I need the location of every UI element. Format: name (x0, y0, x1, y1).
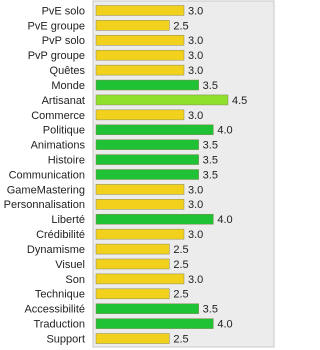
value-label: 2.5 (173, 259, 188, 271)
bar (95, 79, 199, 91)
category-label: Support (46, 333, 85, 345)
value-label: 4.0 (217, 214, 232, 226)
value-label: 3.0 (188, 35, 203, 47)
value-label: 2.5 (173, 333, 188, 345)
value-label: 4.0 (217, 319, 232, 331)
value-label: 3.0 (188, 50, 203, 62)
value-label: 3.0 (188, 229, 203, 241)
category-label: Politique (43, 125, 85, 137)
value-label: 3.0 (188, 184, 203, 196)
value-label: 4.5 (232, 95, 247, 107)
bar (95, 184, 185, 195)
category-label: Histoire (48, 154, 85, 166)
category-label: Traduction (33, 319, 85, 331)
bar (95, 243, 170, 255)
category-label: Personnalisation (4, 199, 85, 211)
value-label: 2.5 (173, 289, 188, 301)
bar (95, 94, 229, 106)
category-label: PvE solo (42, 5, 85, 17)
category-label: Accessibilité (24, 304, 85, 316)
category-label: PvE groupe (28, 20, 85, 32)
bar (95, 288, 170, 300)
bar (95, 213, 214, 225)
category-label: Monde (51, 80, 85, 92)
bar (95, 303, 199, 314)
bar (95, 49, 185, 61)
bar (95, 124, 214, 136)
value-label: 4.0 (217, 125, 232, 137)
bar (95, 20, 170, 31)
value-label: 3.5 (203, 80, 218, 92)
value-label: 3.0 (188, 65, 203, 77)
category-label: Crédibilité (36, 229, 85, 241)
bar (95, 318, 214, 329)
category-label: Son (65, 274, 85, 286)
value-label: 3.0 (188, 274, 203, 286)
category-label: Liberté (51, 214, 85, 226)
category-label: Visuel (55, 259, 85, 271)
category-label: PvP solo (42, 35, 85, 47)
bar (95, 154, 199, 165)
value-label: 3.0 (188, 199, 203, 211)
category-label: PvP groupe (28, 50, 85, 62)
value-label: 3.5 (203, 140, 218, 152)
value-label: 3.0 (188, 5, 203, 17)
category-label: Commerce (31, 110, 85, 122)
value-label: 3.5 (203, 169, 218, 181)
bar (95, 258, 170, 270)
value-label: 3.5 (203, 154, 218, 166)
bar (95, 5, 185, 16)
category-label: GameMastering (7, 184, 85, 196)
value-label: 2.5 (173, 244, 188, 256)
category-label: Communication (9, 169, 85, 181)
category-label: Animations (31, 140, 86, 152)
bar (95, 199, 185, 210)
bar (95, 333, 170, 344)
category-label: Dynamisme (27, 244, 85, 256)
bar (95, 109, 185, 121)
category-label: Technique (35, 289, 85, 301)
bar (95, 64, 185, 76)
bar (95, 273, 185, 285)
bar (95, 169, 199, 180)
chart: PvE solo 3.0 PvE groupe 2.5 PvP solo 3.0 PvP g… (4, 0, 275, 348)
value-label: 3.5 (203, 304, 218, 316)
category-label: Quêtes (50, 65, 86, 77)
bar (95, 35, 185, 46)
bar (95, 228, 185, 240)
category-label: Artisanat (42, 95, 85, 107)
value-label: 2.5 (173, 20, 188, 32)
value-label: 3.0 (188, 110, 203, 122)
bar (95, 139, 199, 150)
